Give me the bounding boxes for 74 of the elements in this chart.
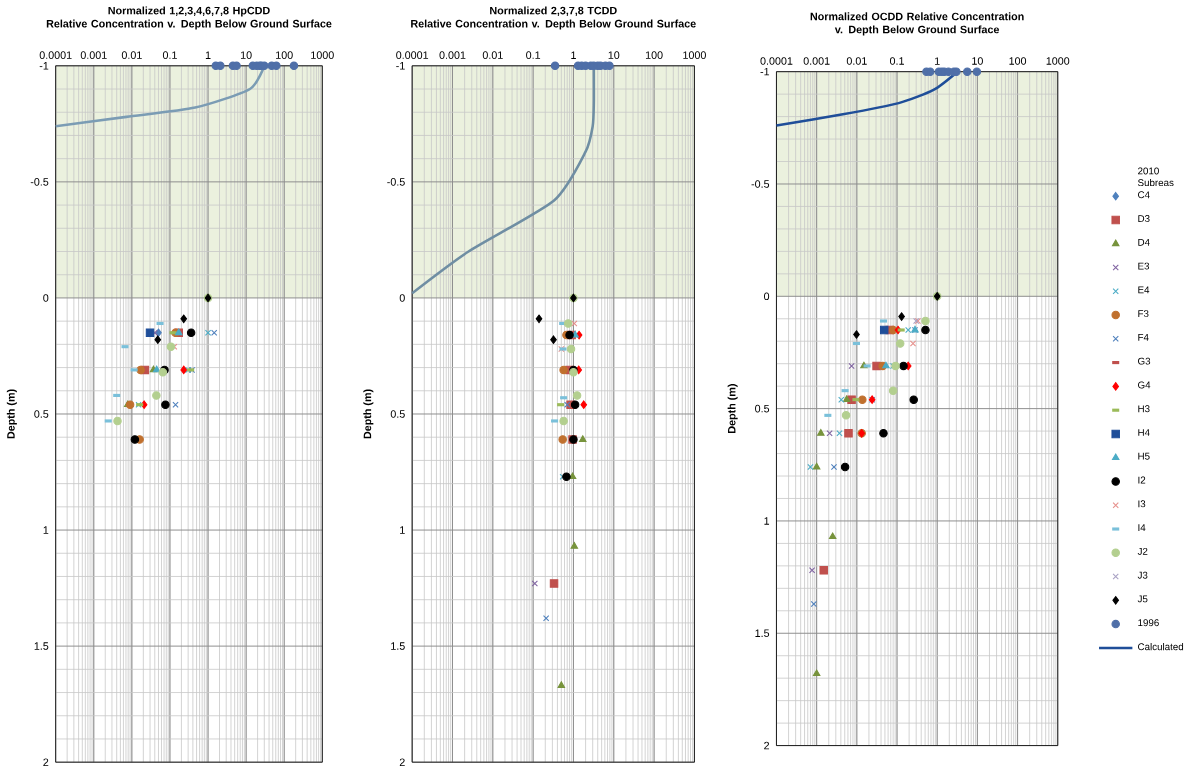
y-axis-title: Depth (m)	[6, 389, 17, 439]
y-tick-label: 1.5	[34, 642, 49, 650]
x-tick-label: 100	[276, 51, 293, 59]
y-tick-label: 2	[399, 758, 405, 766]
chart-subtitle: Relative Concentration v. Depth Below Ground Surface	[411, 19, 696, 30]
y-tick-label: 0	[399, 293, 405, 302]
legend-label: H4	[1138, 428, 1150, 436]
legend-label: I3	[1138, 500, 1146, 508]
y-tick-label: 1	[764, 517, 770, 525]
y-tick-label: 1.5	[755, 629, 770, 637]
x-tick-label: 10	[972, 56, 983, 65]
x-tick-label: 100	[1009, 56, 1027, 65]
x-tick-label: 0.1	[526, 51, 541, 59]
legend-label: E4	[1138, 286, 1150, 293]
x-tick-label: 0.001	[803, 56, 830, 65]
legend-label: H5	[1138, 452, 1150, 460]
legend-label: I4	[1138, 523, 1146, 531]
x-tick-label: 0.01	[482, 51, 503, 59]
x-tick-label: 0.0001	[396, 51, 429, 59]
y-tick-label: 0.5	[755, 404, 770, 413]
chart-title: Normalized 1,2,3,4,6,7,8 HpCDD	[108, 6, 270, 17]
y-tick-label: 1.5	[391, 642, 405, 650]
legend-label: E3	[1138, 262, 1150, 270]
legend-label: 1996	[1138, 619, 1159, 626]
legend-label: F4	[1138, 333, 1149, 341]
y-tick-label: -1	[39, 61, 49, 70]
legend-label: C4	[1138, 191, 1150, 198]
y-tick-label: 0	[43, 293, 49, 302]
y-tick-label: -0.5	[30, 177, 49, 186]
legend-label: G3	[1138, 357, 1151, 365]
x-tick-label: 1000	[1046, 56, 1070, 65]
y-tick-label: 1	[400, 526, 405, 534]
y-tick-label: 0.5	[34, 409, 49, 418]
x-tick-label: 0.1	[162, 51, 177, 59]
legend-label: Calculated	[1138, 642, 1184, 651]
y-axis-title: Depth (m)	[363, 389, 374, 439]
legend-label: G4	[1138, 381, 1151, 389]
y-tick-label: 0	[764, 292, 770, 300]
x-tick-label: 0.001	[439, 51, 466, 59]
x-tick-label: 0.001	[80, 51, 107, 59]
y-tick-label: -0.5	[751, 179, 770, 188]
x-tick-label: 0.01	[846, 56, 867, 65]
x-tick-label: 1000	[311, 51, 334, 59]
y-tick-label: 2	[43, 758, 49, 766]
y-tick-label: -0.5	[387, 177, 405, 186]
y-tick-label: 2	[764, 741, 770, 750]
legend-label: J5	[1137, 595, 1148, 603]
y-tick-label: -1	[760, 67, 770, 76]
legend-label: D3	[1138, 214, 1150, 222]
chart-title: Normalized 2,3,7,8 TCDD	[490, 6, 617, 16]
legend-label: F3	[1138, 309, 1149, 317]
chart-title: Normalized OCDD Relative Concentration v. Depth Below Ground Surface	[810, 12, 1024, 36]
x-tick-label: 0.0001	[760, 56, 793, 65]
x-tick-label: 0.01	[121, 51, 142, 59]
y-tick-label: 1	[43, 526, 49, 534]
chart-subtitle: Relative Concentration v. Depth Below Ground Surface	[46, 19, 332, 30]
legend-label: I2	[1138, 476, 1146, 484]
x-tick-label: 1	[935, 57, 940, 65]
legend-title: 2010 Subreas	[1137, 167, 1174, 186]
legend-label: J2	[1137, 547, 1148, 555]
x-tick-label: 1	[571, 51, 576, 59]
x-tick-label: 100	[645, 51, 663, 59]
x-tick-label: 1000	[683, 51, 706, 59]
y-tick-label: -1	[396, 61, 405, 70]
legend-label: H3	[1138, 405, 1150, 413]
legend-label: J3	[1137, 571, 1148, 579]
x-tick-label: 10	[608, 51, 620, 59]
x-tick-label: 1	[205, 51, 211, 59]
x-tick-label: 0.0001	[39, 51, 72, 59]
y-tick-label: 0.5	[390, 409, 405, 418]
x-tick-label: 0.1	[889, 56, 904, 65]
x-tick-label: 10	[240, 51, 252, 59]
y-axis-title: Depth (m)	[727, 383, 738, 433]
legend-label: D4	[1138, 238, 1150, 246]
